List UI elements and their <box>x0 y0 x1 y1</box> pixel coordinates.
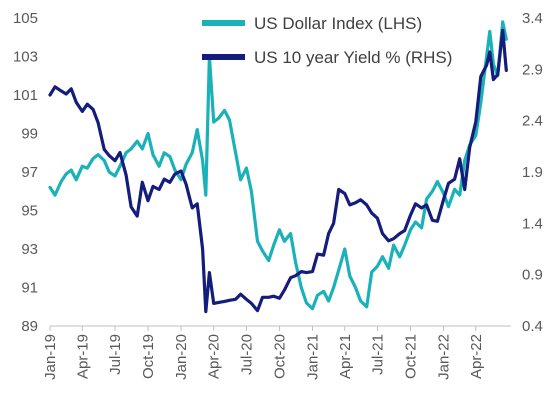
x-tick-label: Jul-19 <box>107 334 124 375</box>
right-tick-label: 2.4 <box>522 113 543 130</box>
right-axis: 0.4 0.9 1.4 1.9 2.4 2.9 3.4 <box>522 10 543 335</box>
right-tick-label: 0.9 <box>522 267 543 284</box>
legend: US Dollar Index (LHS) US 10 year Yield %… <box>202 14 452 67</box>
right-tick-label: 3.4 <box>522 10 543 27</box>
series-line-10y-yield <box>48 28 508 314</box>
x-tick-label: Apr-21 <box>337 334 354 379</box>
left-tick-label: 95 <box>21 203 38 220</box>
left-tick-label: 89 <box>21 318 38 335</box>
x-tick-label: Jan-20 <box>173 334 190 380</box>
x-tick-label: Jan-19 <box>42 334 59 380</box>
left-tick-label: 91 <box>21 280 38 297</box>
legend-label-10y-yield: US 10 year Yield % (RHS) <box>254 48 452 67</box>
left-tick-label: 93 <box>21 241 38 258</box>
x-tick-label: Jan-22 <box>436 334 453 380</box>
legend-label-usd-index: US Dollar Index (LHS) <box>254 14 422 33</box>
x-axis: Jan-19 Apr-19 Jul-19 Oct-19 Jan-20 Apr-20 Jul-… <box>42 326 485 380</box>
x-tick-label: Oct-20 <box>271 334 288 379</box>
left-tick-label: 103 <box>13 49 38 66</box>
left-tick-label: 105 <box>13 10 38 27</box>
x-tick-label: Oct-21 <box>402 334 419 379</box>
x-tick-label: Apr-20 <box>206 334 223 379</box>
x-tick-label: Oct-19 <box>140 334 157 379</box>
left-tick-label: 97 <box>21 164 38 181</box>
right-tick-label: 2.9 <box>522 61 543 78</box>
left-tick-label: 101 <box>13 87 38 104</box>
right-tick-label: 1.4 <box>522 215 543 232</box>
x-tick-label: Jul-21 <box>369 334 386 375</box>
left-tick-label: 99 <box>21 126 38 143</box>
x-tick-label: Jan-21 <box>304 334 321 380</box>
x-tick-label: Apr-22 <box>468 334 485 379</box>
right-tick-label: 1.9 <box>522 164 543 181</box>
x-tick-label: Apr-19 <box>74 334 91 379</box>
series-line-usd-index <box>48 20 508 311</box>
right-tick-label: 0.4 <box>522 318 543 335</box>
x-tick-label: Jul-20 <box>238 334 255 375</box>
left-axis: 89 91 93 95 97 99 101 103 105 <box>13 10 38 335</box>
